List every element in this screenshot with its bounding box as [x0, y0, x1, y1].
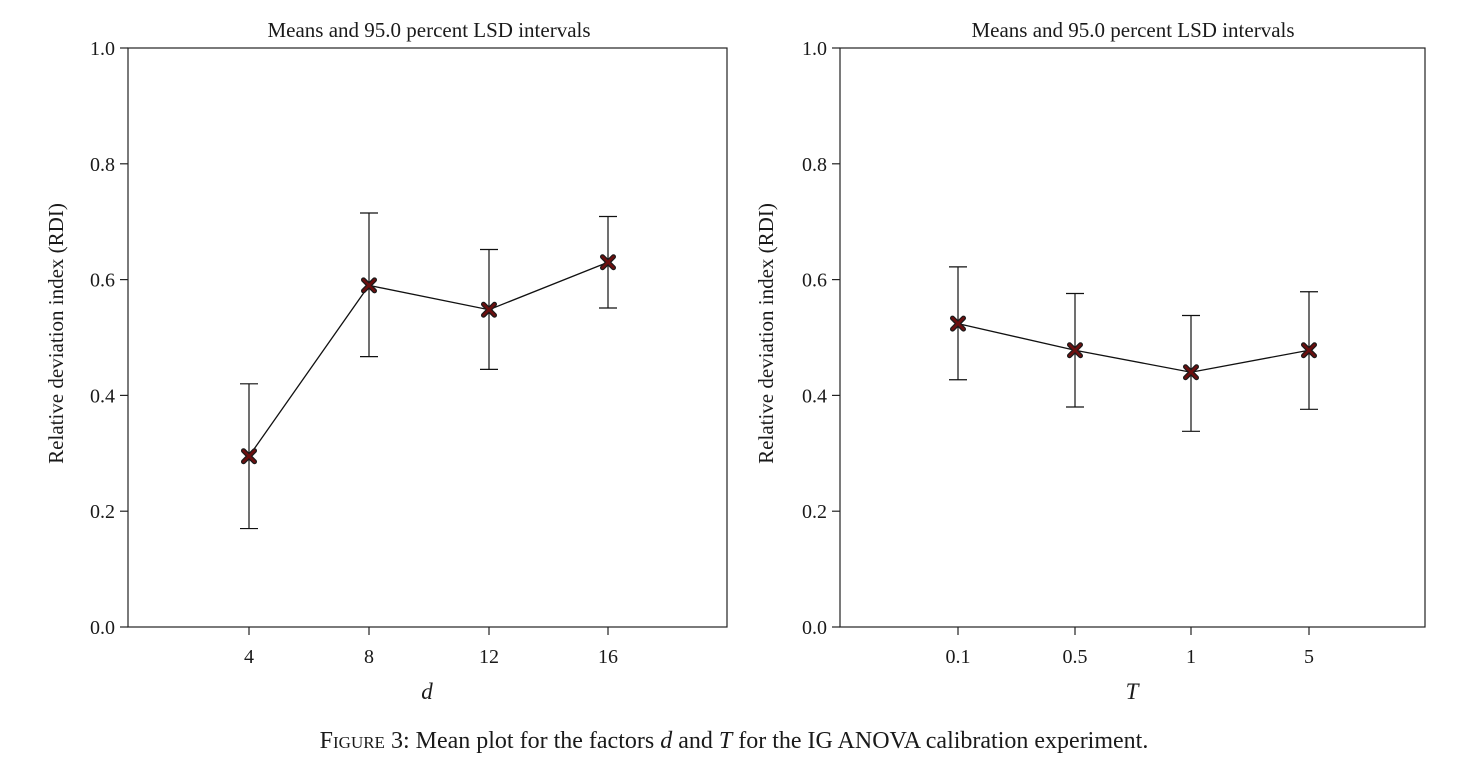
- left-chart-d: Means and 95.0 percent LSD intervals 0.0 0…: [44, 18, 728, 704]
- x-tick-label: 0.5: [1063, 646, 1088, 668]
- y-tick-label: 0.8: [802, 154, 827, 176]
- x-tick-label: 4: [244, 646, 254, 668]
- mean-marker-stroke: [362, 278, 376, 293]
- x-tick-label: 5: [1304, 646, 1314, 668]
- y-tick-label: 0.6: [90, 270, 115, 292]
- mean-marker: [1183, 364, 1199, 381]
- caption-label: Figure 3: [319, 728, 403, 754]
- mean-marker-stroke: [601, 255, 615, 270]
- caption-text-2: and: [672, 728, 719, 754]
- caption-var-d: d: [660, 728, 673, 754]
- y-tick-label: 0.8: [90, 154, 115, 176]
- mean-line: [248, 261, 609, 457]
- mean-marker: [600, 254, 616, 271]
- y-axis-label: Relative deviation index (RDI): [44, 203, 68, 464]
- mean-marker: [361, 277, 377, 294]
- mean-marker-stroke: [1068, 343, 1082, 358]
- y-axis-label: Relative deviation index (RDI): [754, 203, 778, 464]
- y-tick-label: 1.0: [90, 38, 115, 60]
- mean-marker-stroke: [1302, 343, 1316, 358]
- y-tick-label: 0.0: [802, 617, 827, 639]
- right-chart-t: Means and 95.0 percent LSD intervals 0.0 0…: [754, 18, 1426, 704]
- y-tick-label: 0.4: [802, 385, 827, 407]
- mean-marker-stroke: [482, 302, 496, 317]
- mean-marker-stroke: [1184, 365, 1198, 380]
- y-tick-label: 0.2: [802, 501, 827, 523]
- x-tick-label: 16: [598, 646, 618, 668]
- caption-text-1: : Mean plot for the factors: [402, 728, 661, 754]
- y-tick-label: 0.4: [90, 385, 115, 407]
- y-tick-label: 1.0: [802, 38, 827, 60]
- x-axis-label: d: [421, 679, 433, 704]
- mean-marker: [1067, 342, 1083, 359]
- plot-frame: [127, 47, 728, 628]
- mean-marker: [241, 448, 257, 465]
- y-tick-label: 0.2: [90, 501, 115, 523]
- mean-marker: [1301, 342, 1317, 359]
- x-tick-label: 0.1: [946, 646, 971, 668]
- mean-marker-stroke: [242, 449, 256, 463]
- y-tick-label: 0.6: [802, 270, 827, 292]
- mean-marker: [481, 301, 497, 318]
- caption-var-t: T: [718, 728, 733, 754]
- chart-title: Means and 95.0 percent LSD intervals: [267, 18, 590, 42]
- x-tick-label: 12: [479, 646, 499, 668]
- figure-caption: Figure 3: Mean plot for the factors d an…: [0, 726, 1468, 756]
- x-tick-label: 1: [1186, 646, 1196, 668]
- caption-text-3: for the IG ANOVA calibration experiment.: [732, 728, 1149, 754]
- chart-title: Means and 95.0 percent LSD intervals: [971, 18, 1294, 42]
- x-tick-label: 8: [364, 646, 374, 668]
- plot-frame: [839, 47, 1426, 628]
- mean-marker-stroke: [951, 316, 965, 331]
- mean-line: [957, 322, 1310, 373]
- y-tick-label: 0.0: [90, 617, 115, 639]
- x-axis-label: T: [1126, 679, 1141, 704]
- mean-marker: [950, 315, 966, 332]
